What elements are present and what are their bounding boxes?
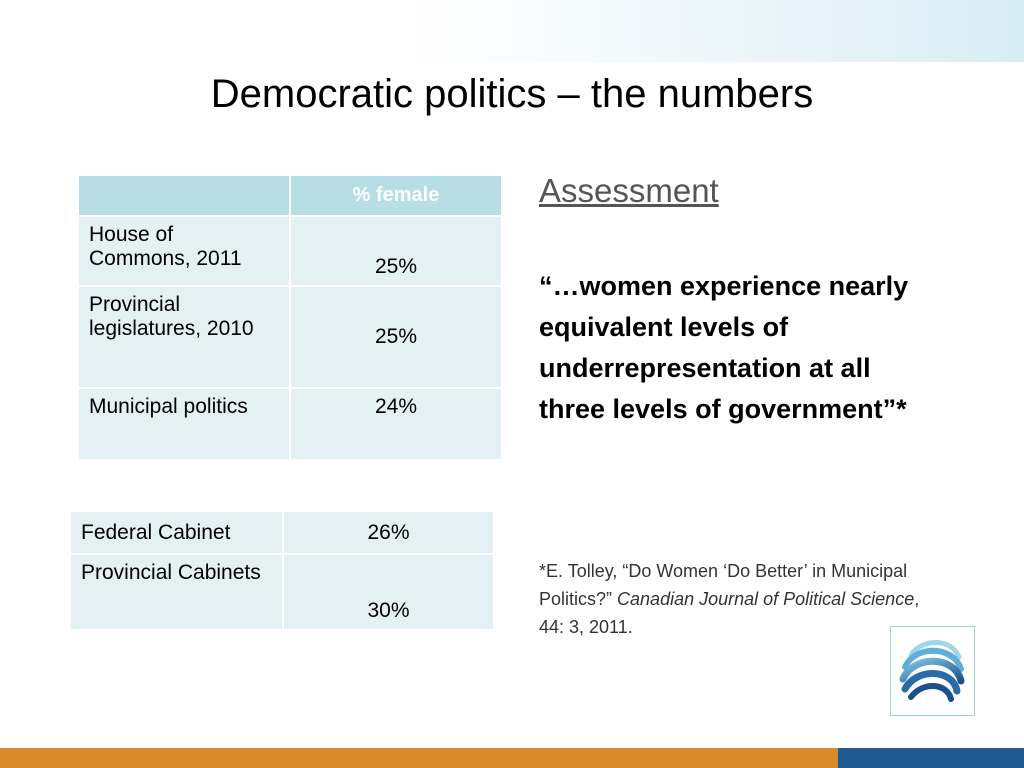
citation-suffix: , 44: 3, 2011. bbox=[539, 589, 920, 637]
table-row: Provincial legislatures, 2010 25% bbox=[77, 285, 503, 389]
table-header-row: % female bbox=[77, 174, 503, 217]
row-label: Provincial Cabinets bbox=[69, 553, 284, 631]
table-header-empty bbox=[77, 174, 291, 217]
row-label: Federal Cabinet bbox=[69, 510, 284, 555]
globe-logo bbox=[890, 626, 975, 716]
table-header-percent-female: % female bbox=[289, 174, 503, 217]
row-value: 25% bbox=[289, 285, 503, 389]
row-label: House of Commons, 2011 bbox=[77, 215, 291, 287]
row-label: Municipal politics bbox=[77, 387, 291, 461]
cabinet-table: Federal Cabinet 26% Provincial Cabinets … bbox=[69, 510, 495, 631]
slide-title: Democratic politics – the numbers bbox=[210, 72, 814, 116]
table-row: Provincial Cabinets 30% bbox=[69, 553, 495, 631]
table-row: Municipal politics 24% bbox=[77, 387, 503, 461]
top-gradient-bar bbox=[0, 0, 1024, 62]
assessment-heading: Assessment bbox=[539, 172, 719, 209]
row-label: Provincial legislatures, 2010 bbox=[77, 285, 291, 389]
row-value: 30% bbox=[282, 553, 495, 631]
row-value: 24% bbox=[289, 387, 503, 461]
globe-swirl-icon bbox=[899, 640, 965, 702]
table-row: Federal Cabinet 26% bbox=[69, 510, 495, 555]
footer-bar-orange bbox=[0, 748, 838, 768]
female-representation-table: % female House of Commons, 2011 25% Prov… bbox=[77, 174, 503, 461]
table-row: House of Commons, 2011 25% bbox=[77, 215, 503, 287]
assessment-quote: “…women experience nearly equivalent lev… bbox=[539, 271, 909, 424]
row-value: 26% bbox=[282, 510, 495, 555]
row-value: 25% bbox=[289, 215, 503, 287]
citation-journal: Canadian Journal of Political Science bbox=[617, 589, 915, 609]
citation: *E. Tolley, “Do Women ‘Do Better’ in Mun… bbox=[539, 557, 929, 641]
citation-prefix: *E. Tolley, “Do Women ‘Do Better’ in Mun… bbox=[539, 561, 908, 609]
footer-bar-blue bbox=[838, 748, 1024, 768]
